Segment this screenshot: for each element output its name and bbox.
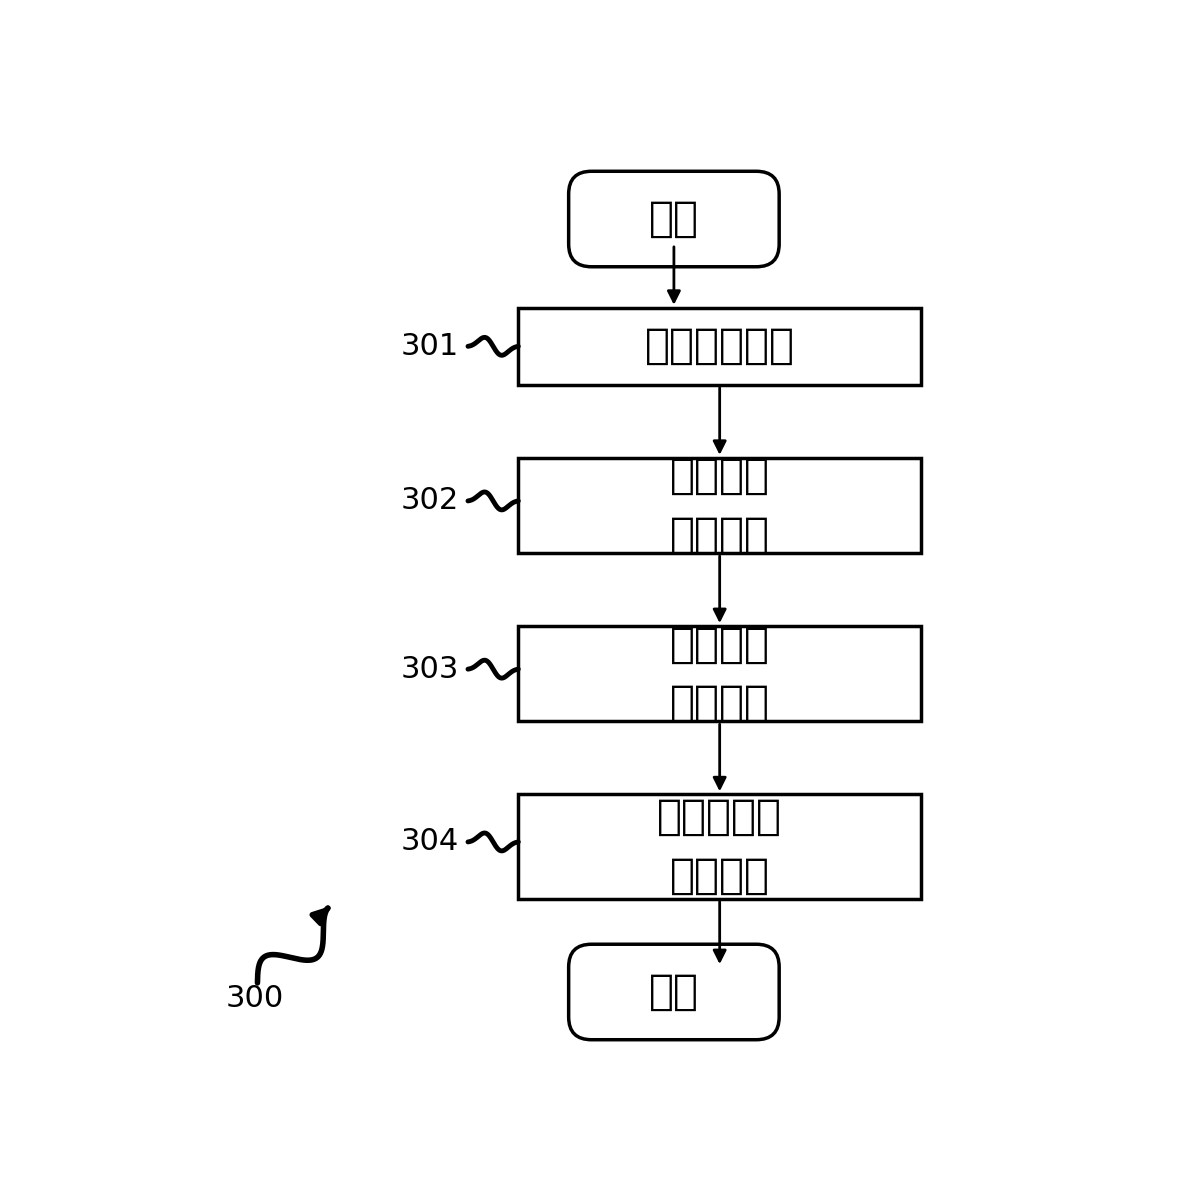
Text: 与测量二相
密度组合: 与测量二相 密度组合 xyxy=(657,796,782,896)
Text: 测量二相密度: 测量二相密度 xyxy=(645,325,795,367)
FancyBboxPatch shape xyxy=(568,945,779,1039)
Text: 301: 301 xyxy=(400,332,458,361)
Text: 开始: 开始 xyxy=(648,198,699,240)
Bar xyxy=(518,458,921,553)
Text: 计算密度
补偿系数: 计算密度 补偿系数 xyxy=(670,624,770,724)
Bar xyxy=(518,626,921,722)
Text: 302: 302 xyxy=(400,487,458,515)
FancyBboxPatch shape xyxy=(568,171,779,267)
Text: 304: 304 xyxy=(400,828,458,856)
Bar xyxy=(518,794,921,899)
Text: 停止: 停止 xyxy=(648,971,699,1013)
Text: 确定计算
驱动功率: 确定计算 驱动功率 xyxy=(670,455,770,556)
Text: 300: 300 xyxy=(226,984,283,1013)
Bar xyxy=(518,308,921,385)
Text: 303: 303 xyxy=(400,654,458,684)
